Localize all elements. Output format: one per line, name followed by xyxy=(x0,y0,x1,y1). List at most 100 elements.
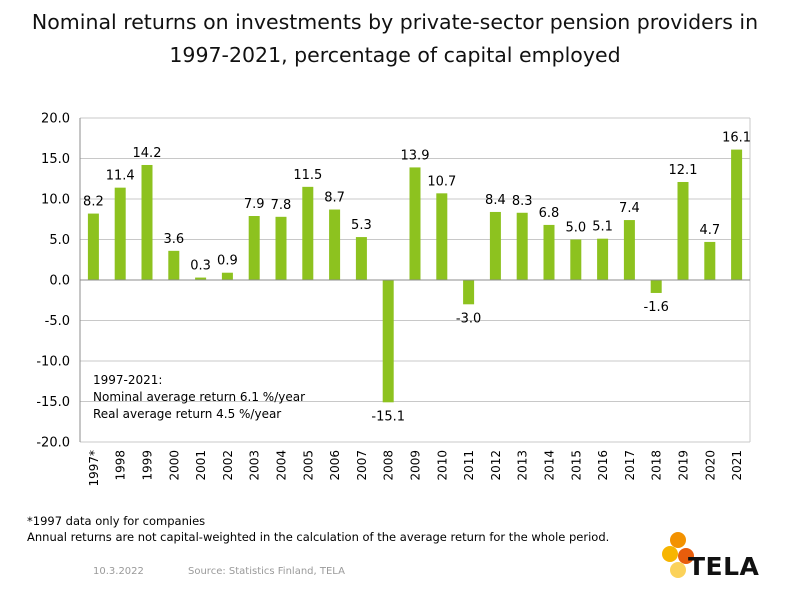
chart-title-line2: 1997-2021, percentage of capital employe… xyxy=(169,43,621,67)
footnote-weighting: Annual returns are not capital-weighted … xyxy=(27,530,610,544)
bar xyxy=(463,280,475,305)
x-tick-label: 2008 xyxy=(382,450,396,481)
bar xyxy=(329,209,341,280)
data-label: 16.1 xyxy=(722,131,751,146)
x-tick-label: 2010 xyxy=(435,450,449,481)
x-tick-label: 2013 xyxy=(516,450,530,481)
data-label: -1.6 xyxy=(644,300,669,315)
bar xyxy=(168,250,180,280)
bar xyxy=(731,149,743,280)
x-tick-label: 2000 xyxy=(167,450,181,481)
y-tick-label: -20.0 xyxy=(36,436,70,451)
x-tick-label: 1997* xyxy=(87,450,101,487)
data-label: 0.9 xyxy=(217,254,238,269)
data-label: 7.9 xyxy=(244,197,265,212)
bar xyxy=(355,237,367,280)
bar xyxy=(543,224,555,280)
note-nominal-average: Nominal average return 6.1 %/year xyxy=(93,390,306,404)
bar xyxy=(489,211,501,280)
bar xyxy=(248,216,260,280)
footnote-1997: *1997 data only for companies xyxy=(27,514,206,528)
data-label: 8.4 xyxy=(485,193,506,208)
y-tick-label: -15.0 xyxy=(36,395,70,410)
x-tick-label: 2021 xyxy=(730,450,744,481)
y-tick-label: 15.0 xyxy=(41,152,70,167)
logo-dot-4 xyxy=(670,562,686,578)
data-label: 0.3 xyxy=(190,259,211,274)
data-label: 8.2 xyxy=(83,195,104,210)
chart-title-line1: Nominal returns on investments by privat… xyxy=(31,10,759,34)
publication-date: 10.3.2022 xyxy=(93,566,144,577)
y-tick-label: -5.0 xyxy=(45,314,70,329)
chart-title: Nominal returns on investments by privat… xyxy=(0,6,790,72)
x-tick-label: 2004 xyxy=(275,450,289,481)
bar-chart: 20.0 15.0 10.0 5.0 0.0 -5.0 -10.0 -15.0 -20.0 8.2… xyxy=(36,112,751,487)
x-tick-label: 2016 xyxy=(596,450,610,481)
x-tick-label: 2001 xyxy=(194,450,208,481)
bar xyxy=(87,213,99,280)
x-tick-label: 1999 xyxy=(141,450,155,481)
logo-dot-2 xyxy=(662,546,678,562)
bar xyxy=(570,239,582,280)
x-tick-label: 2007 xyxy=(355,450,369,481)
y-tick-label: 10.0 xyxy=(41,193,70,208)
x-tick-label: 2002 xyxy=(221,450,235,481)
bar xyxy=(302,186,314,280)
note-real-average: Real average return 4.5 %/year xyxy=(93,407,282,421)
bar xyxy=(114,187,126,280)
data-label: 7.8 xyxy=(271,198,292,213)
logo-text: TELA xyxy=(688,552,760,581)
x-tick-label: 2012 xyxy=(489,450,503,481)
data-label: -15.1 xyxy=(371,409,405,424)
bar xyxy=(516,212,528,280)
bar xyxy=(650,280,662,293)
data-label: 5.3 xyxy=(351,218,372,233)
y-tick-label: 5.0 xyxy=(49,233,70,248)
tela-logo xyxy=(662,532,694,578)
bar xyxy=(275,216,287,280)
data-label: 5.1 xyxy=(592,220,613,235)
data-label: 11.5 xyxy=(293,168,322,183)
bar xyxy=(677,181,689,280)
y-tick-label: -10.0 xyxy=(36,355,70,370)
bar xyxy=(221,272,233,280)
x-tick-label: 2009 xyxy=(409,450,423,481)
bar xyxy=(141,164,153,280)
data-label: -3.0 xyxy=(456,311,481,326)
x-tick-label: 2003 xyxy=(248,450,262,481)
source-text: Source: Statistics Finland, TELA xyxy=(188,566,345,577)
x-tick-label: 2020 xyxy=(703,450,717,481)
x-tick-label: 2018 xyxy=(650,450,664,481)
data-label: 3.6 xyxy=(163,232,184,247)
logo-dot-1 xyxy=(670,532,686,548)
bar xyxy=(382,280,394,403)
x-tick-label: 2019 xyxy=(677,450,691,481)
x-tick-label: 2011 xyxy=(462,450,476,481)
logo-dot-3 xyxy=(678,548,694,564)
data-label: 5.0 xyxy=(565,221,586,236)
data-label: 13.9 xyxy=(401,148,430,163)
bar xyxy=(597,238,609,280)
data-label: 10.7 xyxy=(427,174,456,189)
data-label: 6.8 xyxy=(539,206,560,221)
x-tick-label: 2005 xyxy=(301,450,315,481)
bar xyxy=(436,193,448,280)
y-tick-label: 0.0 xyxy=(49,274,70,289)
data-label: 12.1 xyxy=(669,163,698,178)
data-label: 7.4 xyxy=(619,201,640,216)
bar xyxy=(409,167,421,280)
data-label: 4.7 xyxy=(699,223,720,238)
data-label: 11.4 xyxy=(106,169,135,184)
footnote: *1997 data only for companies Annual ret… xyxy=(27,513,609,545)
data-label: 8.7 xyxy=(324,191,345,206)
bar xyxy=(623,220,635,280)
data-label: 14.2 xyxy=(133,146,162,161)
x-tick-label: 2015 xyxy=(569,450,583,481)
note-period: 1997-2021: xyxy=(93,373,163,387)
x-tick-label: 2014 xyxy=(543,450,557,481)
x-tick-label: 2006 xyxy=(328,450,342,481)
bar xyxy=(704,241,716,280)
data-label: 8.3 xyxy=(512,194,533,209)
x-tick-label: 1998 xyxy=(114,450,128,481)
y-tick-label: 20.0 xyxy=(41,112,70,127)
